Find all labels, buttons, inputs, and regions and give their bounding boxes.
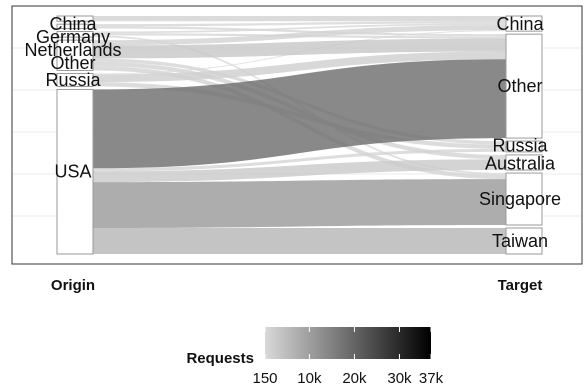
legend-title: Requests xyxy=(186,350,254,367)
target-node-china xyxy=(505,15,543,32)
panel-border xyxy=(11,5,583,265)
origin-label-other: Other xyxy=(50,53,95,73)
origin-node-china xyxy=(56,15,94,22)
target-label-singapore: Singapore xyxy=(479,189,561,209)
flow-other-to-china xyxy=(93,25,506,46)
target-label-other: Other xyxy=(497,76,542,96)
target-label-china: China xyxy=(496,14,544,34)
flow-china-to-china xyxy=(93,16,506,22)
target-label-taiwan: Taiwan xyxy=(492,231,548,251)
flow-bands xyxy=(93,16,506,254)
flow-usa-to-other xyxy=(93,59,506,169)
axis-label-target: Target xyxy=(498,277,543,294)
flow-usa-to-russia xyxy=(93,148,506,172)
legend-tick-label-37k: 37k xyxy=(419,370,444,387)
origin-node-germany xyxy=(56,23,94,30)
flow-netherlands-to-china xyxy=(93,23,506,34)
node-boxes xyxy=(56,15,543,255)
origin-label-netherlands: Netherlands xyxy=(24,40,121,60)
target-node-russia xyxy=(505,140,543,153)
flow-usa-to-australia xyxy=(93,159,506,183)
origin-node-netherlands xyxy=(56,31,94,38)
node-labels: ChinaGermanyNetherlandsOtherRussiaUSAChi… xyxy=(24,14,561,251)
origin-label-russia: Russia xyxy=(45,70,101,90)
axis-label-origin: Origin xyxy=(51,277,95,294)
origin-node-usa xyxy=(56,88,94,255)
target-label-russia: Russia xyxy=(492,135,548,155)
flow-germany-to-other xyxy=(93,26,506,37)
target-node-australia xyxy=(505,154,543,171)
x-axis: Origin Target xyxy=(51,277,542,294)
target-label-australia: Australia xyxy=(485,153,556,173)
flow-germany-to-china xyxy=(93,21,506,27)
legend-tick-label-150: 150 xyxy=(252,370,277,387)
origin-label-china: China xyxy=(49,14,97,34)
legend: Requests 150 10k 20k 30k 37k xyxy=(186,327,444,387)
legend-tick-label-10k: 10k xyxy=(297,370,322,387)
flow-usa-to-taiwan xyxy=(93,228,506,254)
flow-usa-to-singapore xyxy=(93,179,506,229)
origin-label-usa: USA xyxy=(54,162,91,182)
legend-tick-label-30k: 30k xyxy=(387,370,412,387)
flow-other-to-other xyxy=(93,38,506,59)
target-node-taiwan xyxy=(505,227,543,255)
target-node-singapore xyxy=(505,172,543,226)
legend-tick-label-20k: 20k xyxy=(342,370,367,387)
origin-node-other xyxy=(56,39,94,71)
target-node-other xyxy=(505,33,543,139)
origin-label-germany: Germany xyxy=(36,27,110,47)
flow-russia-to-other xyxy=(93,51,506,83)
origin-node-russia xyxy=(56,72,94,87)
legend-colorbar xyxy=(265,327,431,359)
